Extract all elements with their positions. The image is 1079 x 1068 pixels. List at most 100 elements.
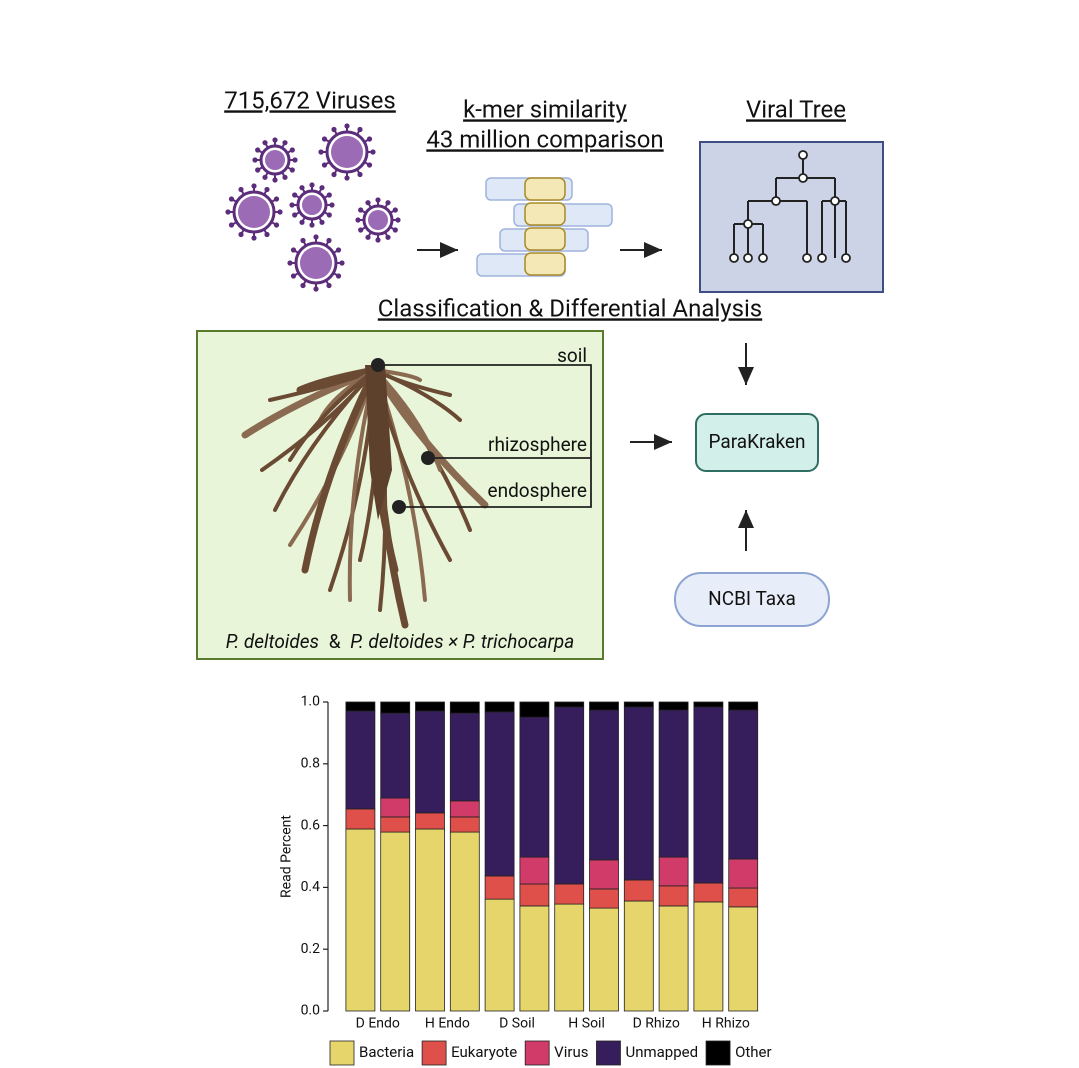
tree-title: Viral Tree: [746, 95, 846, 123]
virus-spike-tip: [290, 273, 297, 279]
y-tick-label: 0.2: [301, 941, 321, 957]
virus-spike-tip: [331, 171, 337, 178]
virus-spike-tip: [262, 140, 268, 146]
bar-segment: [693, 901, 724, 1012]
bar-segment: [484, 898, 515, 1012]
bar-segment: [658, 856, 689, 887]
root: [273, 368, 377, 512]
bar-segment: [415, 701, 445, 712]
bar-segment: [380, 797, 411, 818]
legend-label: Other: [735, 1043, 772, 1061]
y-tick-label: 0.8: [301, 756, 321, 772]
section-title: Classification & Differential Analysis: [378, 294, 762, 322]
sample-brackets: [371, 358, 592, 514]
virus-spike-tip: [331, 126, 337, 133]
virus-spike-tip: [392, 227, 398, 233]
virus-spike-tip: [318, 149, 324, 155]
virus-spike-tip: [277, 209, 283, 215]
bar-segment: [484, 701, 515, 713]
legend-label: Virus: [554, 1043, 588, 1061]
bar-segment: [415, 710, 445, 814]
virus-spike-tip: [238, 186, 244, 193]
bar-segment: [658, 701, 689, 711]
virus-spike-tip: [344, 123, 350, 129]
node-box: [695, 413, 819, 472]
virus-spike-tip: [321, 136, 328, 142]
root: [301, 366, 379, 574]
bar-segment: [519, 883, 550, 907]
virus-spike-tip: [289, 167, 295, 173]
caption: P. deltoides & P. deltoides × P. trichoc…: [226, 630, 575, 653]
bar-segment: [623, 706, 654, 881]
virus-spike-tip: [252, 157, 258, 163]
x-tick-label: H Endo: [425, 1016, 470, 1032]
bar-segment: [380, 816, 411, 833]
virus-spike-tip: [344, 175, 350, 181]
bar-segment: [484, 711, 515, 877]
virus-spike-tip: [358, 227, 364, 233]
legend-label: Eukaryote: [451, 1043, 517, 1061]
legend-swatch: [705, 1040, 731, 1066]
virus-spike-tip: [357, 126, 363, 133]
bar-segment: [728, 709, 759, 860]
virus-spike-tip: [385, 200, 391, 206]
virus-core: [300, 247, 332, 279]
virus-spike-tip: [255, 147, 261, 153]
virus-spike-tip: [326, 237, 332, 244]
virus-core: [331, 136, 363, 168]
virus-spike-tip: [319, 219, 325, 225]
y-tick-label: 0.6: [301, 817, 321, 833]
y-tick-label: 0.4: [301, 879, 321, 895]
bar-segment: [589, 859, 619, 890]
bar-segment: [449, 816, 480, 833]
kmer-subtitle: 43 million comparison: [426, 125, 663, 153]
bar-segment: [519, 716, 550, 858]
node-box: [674, 572, 830, 627]
virus-spike-tip: [273, 196, 280, 202]
virus-spike-tip: [392, 207, 398, 213]
bar-segment: [658, 885, 689, 907]
virus-spike-tip: [375, 197, 381, 203]
caption-part: P. deltoides × P. trichocarpa: [350, 630, 574, 653]
root-trunk: [365, 365, 392, 520]
virus-spike-tip: [282, 140, 288, 146]
virus-spike-tip: [385, 234, 391, 240]
sample-label: rhizosphere: [488, 433, 587, 456]
bar-segment: [693, 701, 724, 708]
bar-segment: [380, 701, 411, 714]
bar-segment: [728, 906, 759, 1012]
virus-spike-tip: [339, 260, 345, 266]
virus-spike-tip: [326, 192, 332, 198]
bar-segment: [449, 831, 480, 1012]
bar-segment: [519, 701, 550, 718]
virus-spike-tip: [313, 286, 319, 292]
bar-segment: [345, 808, 376, 830]
sample-label: endosphere: [488, 479, 587, 502]
virus-spike-tip: [299, 219, 305, 225]
bar-segment: [380, 831, 411, 1012]
bar-segment: [589, 709, 619, 861]
sample-label: soil: [557, 344, 587, 367]
virus-spike-tip: [326, 212, 332, 218]
bar-segment: [554, 706, 585, 885]
virus-spike-tip: [255, 167, 261, 173]
bar-segment: [484, 875, 515, 900]
virus-spike-tip: [289, 147, 295, 153]
virus-spike-tip: [309, 222, 315, 228]
bar-segment: [693, 706, 724, 884]
bar-segment: [519, 856, 550, 885]
bar-segment: [554, 903, 585, 1012]
y-tick-label: 0.0: [301, 1003, 321, 1019]
virus-spike-tip: [365, 200, 371, 206]
bar-segment: [415, 812, 445, 830]
virus-spike-tip: [375, 237, 381, 243]
virus-spike-tip: [309, 182, 315, 188]
bar-segment: [728, 701, 759, 711]
virus-spike-tip: [300, 237, 306, 244]
legend-swatch: [596, 1040, 621, 1066]
bar-segment: [589, 701, 619, 711]
node-label: ParaKraken: [709, 430, 806, 453]
virus-icons: [225, 123, 401, 292]
virus-spike-tip: [287, 260, 293, 266]
legend-swatch: [524, 1040, 550, 1066]
